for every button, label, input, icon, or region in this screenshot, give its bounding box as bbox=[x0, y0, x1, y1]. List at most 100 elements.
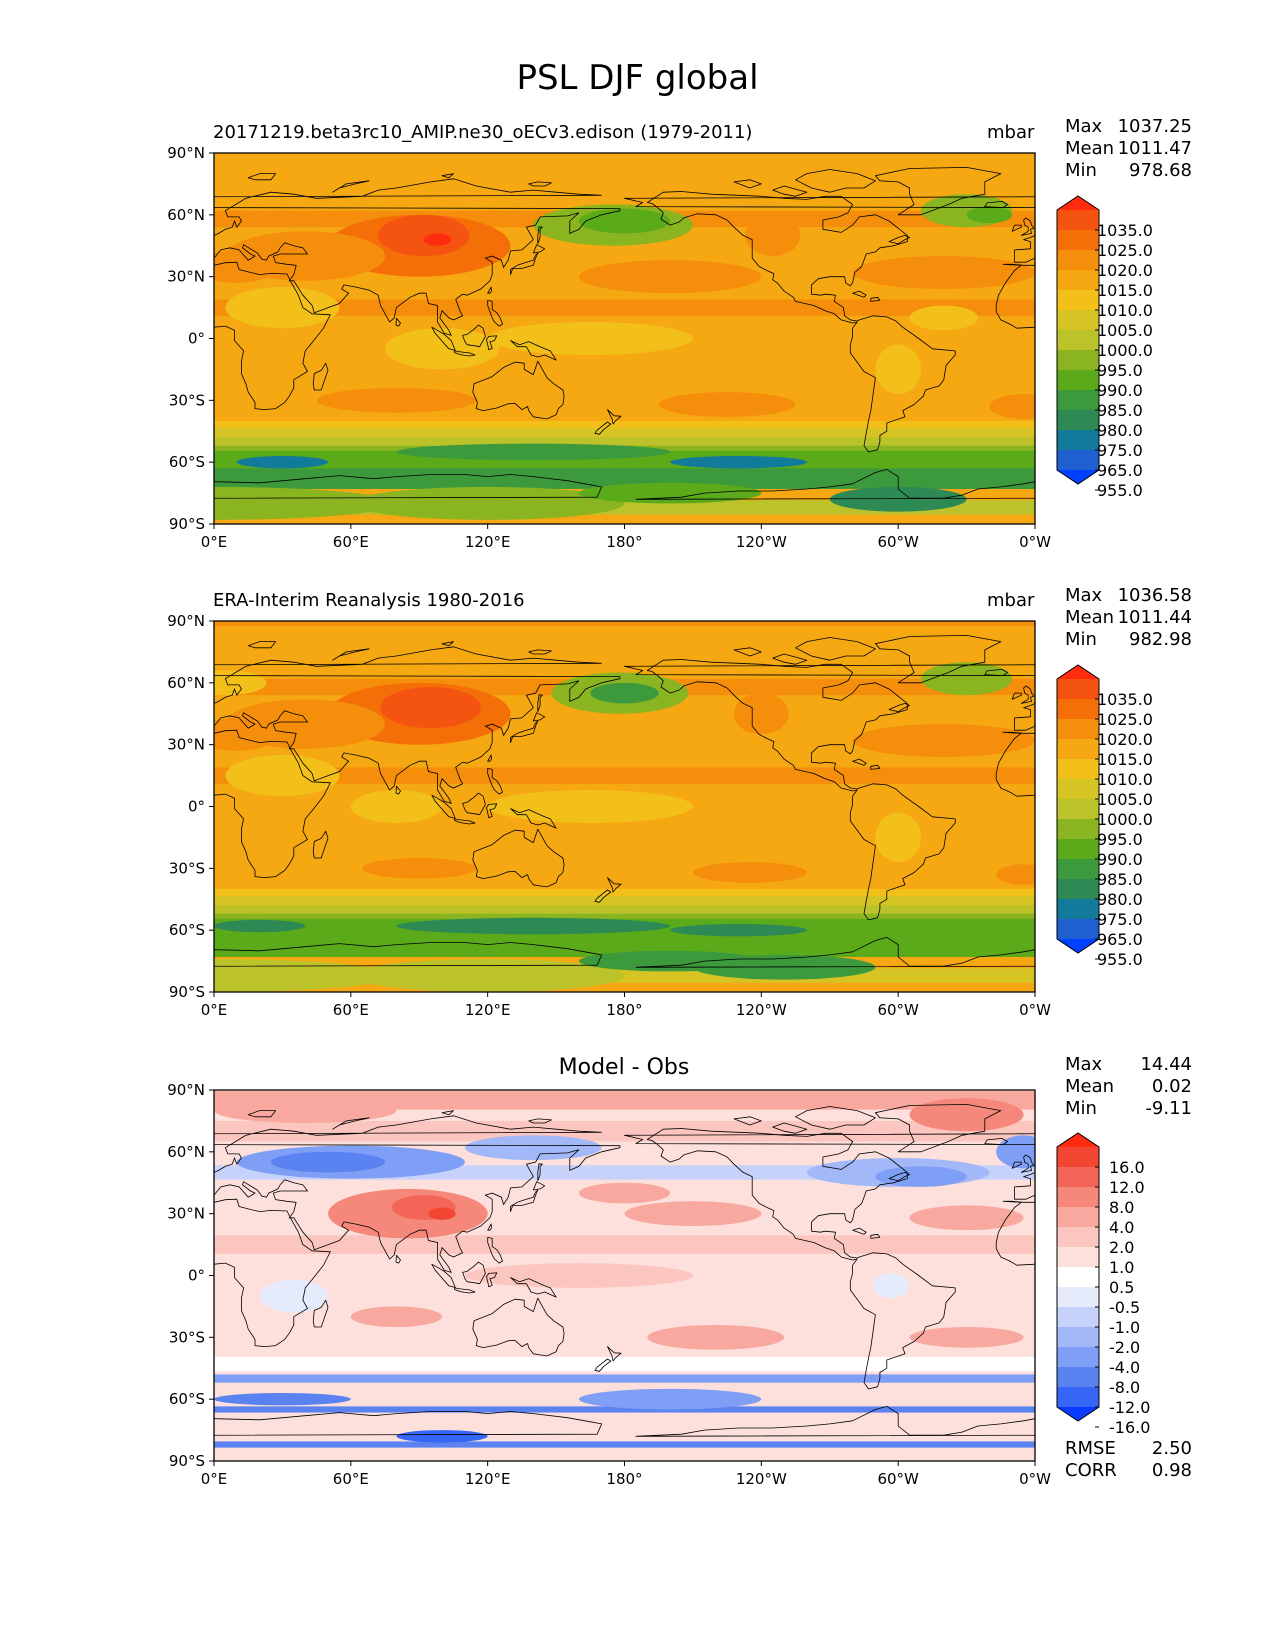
coastline bbox=[487, 286, 492, 294]
colorbar-segment bbox=[1057, 799, 1099, 820]
coastline bbox=[995, 1200, 1035, 1266]
colorbar-label: -4.0 bbox=[1109, 1358, 1140, 1377]
coastline bbox=[1020, 685, 1035, 704]
colorbar-label: 1035.0 bbox=[1097, 221, 1153, 240]
coastline bbox=[312, 1299, 329, 1328]
contour-region bbox=[733, 693, 789, 735]
y-tick-label: 60°S bbox=[169, 1390, 205, 1408]
coastline bbox=[635, 469, 1035, 500]
contour-region bbox=[214, 919, 306, 933]
coastline bbox=[312, 830, 329, 859]
contour-region bbox=[920, 662, 1013, 696]
diff-metrics: RMSE 2.50 CORR 0.98 bbox=[1065, 1438, 1192, 1482]
contour-region bbox=[236, 455, 329, 469]
coastline bbox=[454, 1287, 476, 1294]
colorbar-segment bbox=[1057, 250, 1099, 271]
contour-region bbox=[829, 486, 967, 512]
min-label: Min bbox=[1065, 1098, 1097, 1119]
mean-value: 0.02 bbox=[1151, 1076, 1192, 1097]
max-value: 14.44 bbox=[1140, 1054, 1192, 1075]
colorbar-label: -12.0 bbox=[1109, 1398, 1150, 1417]
colorbar-label: 995.0 bbox=[1097, 361, 1143, 380]
coastline bbox=[441, 1110, 454, 1116]
coastline bbox=[772, 1122, 808, 1134]
obs-panel-units: mbar bbox=[987, 590, 1035, 611]
coastline bbox=[441, 641, 454, 647]
colorbar-segment bbox=[1057, 1247, 1099, 1268]
max-label: Max bbox=[1065, 1054, 1103, 1075]
coastline bbox=[594, 421, 612, 435]
coastline bbox=[487, 1237, 503, 1264]
colorbar-max-extend bbox=[1057, 665, 1099, 679]
coastline bbox=[772, 653, 808, 665]
x-tick-label: 0°E bbox=[201, 1470, 228, 1488]
y-tick-label: 30°N bbox=[167, 1205, 205, 1223]
x-tick-label: 60°E bbox=[333, 1470, 369, 1488]
colorbar-segment bbox=[1057, 1327, 1099, 1348]
colorbar-label: 990.0 bbox=[1097, 850, 1143, 869]
coastline bbox=[214, 474, 603, 499]
x-tick-label: 180° bbox=[606, 533, 642, 551]
contour-region bbox=[578, 1182, 671, 1204]
contour-region bbox=[578, 208, 671, 234]
coastline bbox=[852, 290, 867, 298]
x-tick-label: 60°E bbox=[333, 1001, 369, 1019]
y-tick-label: 90°N bbox=[167, 612, 205, 630]
x-tick-label: 180° bbox=[606, 1001, 642, 1019]
colorbar-label: -1.0 bbox=[1109, 1318, 1140, 1337]
colorbar-label: 1025.0 bbox=[1097, 241, 1153, 260]
diff-panel-title: Model - Obs bbox=[558, 1055, 690, 1080]
min-label: Min bbox=[1065, 160, 1097, 181]
coastline bbox=[984, 201, 1008, 208]
colorbar-label: 965.0 bbox=[1097, 930, 1143, 949]
mean-label: Mean bbox=[1065, 607, 1115, 628]
y-tick-label: 90°S bbox=[169, 515, 205, 533]
coastline bbox=[510, 808, 557, 829]
y-tick-label: 30°N bbox=[167, 268, 205, 286]
coastline bbox=[635, 1406, 1035, 1437]
contour-region bbox=[350, 1306, 443, 1328]
colorbar-label: 1035.0 bbox=[1097, 690, 1153, 709]
colorbar-label: -0.5 bbox=[1109, 1298, 1140, 1317]
coastline bbox=[870, 1233, 881, 1239]
coastline bbox=[646, 191, 956, 453]
colorbar-segment bbox=[1057, 1307, 1099, 1328]
contour-region bbox=[578, 482, 762, 504]
contour-region bbox=[380, 686, 481, 729]
contour-region bbox=[305, 317, 397, 360]
colorbar-label: 980.0 bbox=[1097, 421, 1143, 440]
contour-region bbox=[271, 1151, 386, 1173]
coastline bbox=[395, 1254, 401, 1264]
coastline bbox=[486, 1272, 498, 1288]
coastline bbox=[888, 703, 910, 713]
colorbar-segment bbox=[1057, 270, 1099, 291]
colorbar-segment bbox=[1057, 430, 1099, 451]
colorbar-label: 1025.0 bbox=[1097, 710, 1153, 729]
y-tick-label: 90°N bbox=[167, 144, 205, 162]
contour-band bbox=[214, 1091, 1035, 1110]
x-tick-label: 60°W bbox=[877, 1001, 919, 1019]
y-tick-label: 60°S bbox=[169, 921, 205, 939]
colorbar-segment bbox=[1057, 1227, 1099, 1248]
colorbar-segment bbox=[1057, 879, 1099, 900]
x-tick-label: 0°W bbox=[1019, 533, 1051, 551]
colorbar-label: 985.0 bbox=[1097, 401, 1143, 420]
colorbar-label: 1015.0 bbox=[1097, 750, 1153, 769]
contour-region bbox=[745, 214, 801, 257]
colorbar-segment bbox=[1057, 210, 1099, 231]
contour-region bbox=[214, 717, 278, 751]
contour-band bbox=[214, 1441, 1035, 1448]
coastline bbox=[486, 335, 498, 351]
colorbar-label: 1005.0 bbox=[1097, 321, 1153, 340]
model-panel-title: 20171219.beta3rc10_AMIP.ne30_oECv3.ediso… bbox=[213, 122, 753, 143]
contour-band bbox=[214, 1374, 1035, 1383]
y-tick-label: 30°S bbox=[169, 391, 205, 409]
x-tick-label: 60°W bbox=[877, 1470, 919, 1488]
coastline bbox=[537, 1163, 543, 1182]
coastline bbox=[431, 794, 456, 819]
contour-region bbox=[624, 1201, 762, 1227]
colorbar-segment bbox=[1057, 859, 1099, 880]
contour-region bbox=[875, 344, 921, 395]
colorbar-label: 1015.0 bbox=[1097, 281, 1153, 300]
colorbar-label: 980.0 bbox=[1097, 890, 1143, 909]
